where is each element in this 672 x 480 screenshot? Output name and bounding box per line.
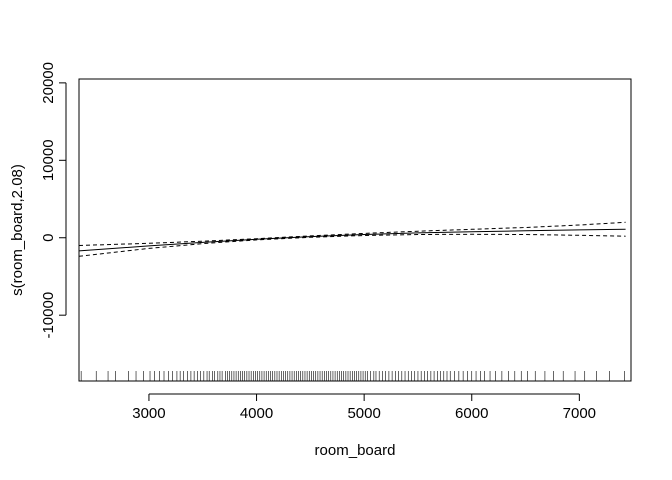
y-axis: -10000 0 10000 20000	[40, 62, 67, 339]
y-tick-label: 20000	[40, 62, 57, 104]
confidence-band-line	[78, 233, 626, 257]
x-tick-label: 7000	[563, 405, 596, 422]
x-tick-label: 6000	[455, 405, 488, 422]
y-tick-label: -10000	[40, 292, 57, 339]
x-tick-label: 4000	[240, 405, 273, 422]
smooth-fit-line	[78, 228, 626, 252]
series-layer	[78, 221, 626, 257]
x-tick-label: 3000	[132, 405, 165, 422]
plot-area-frame	[78, 78, 632, 382]
rug-layer	[80, 371, 625, 381]
y-tick-label: 0	[40, 234, 57, 242]
x-axis: 3000 4000 5000 6000 7000	[132, 393, 596, 422]
x-tick-label: 5000	[347, 405, 380, 422]
x-axis-title: room_board	[315, 442, 396, 459]
y-axis-title: s(room_board,2.08)	[9, 164, 26, 296]
y-tick-label: 10000	[40, 139, 57, 181]
confidence-band-line	[78, 221, 626, 246]
